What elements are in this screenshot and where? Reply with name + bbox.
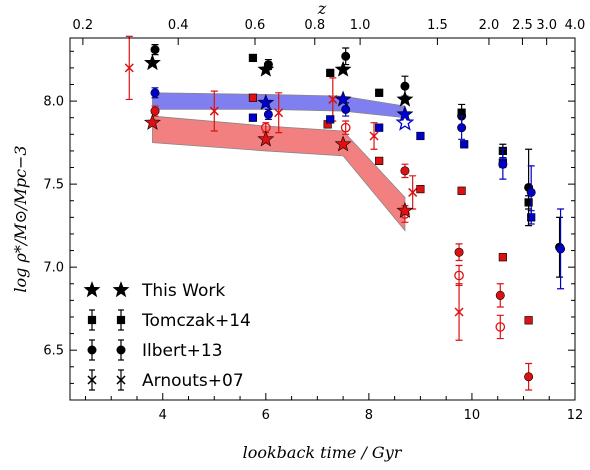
y-axis-label: log ρ*/M⊙/Mpc−3: [11, 145, 30, 292]
data-point-circle: [400, 166, 410, 176]
data-point-star: [143, 54, 161, 71]
top-tick-label: 3.0: [536, 18, 557, 33]
data-point-star: [257, 60, 275, 77]
data-point-square: [375, 123, 384, 132]
data-point-star: [395, 112, 415, 131]
legend-entry: Ilbert+13: [87, 339, 223, 361]
data-point-circle: [150, 45, 160, 55]
data-point-square: [248, 93, 258, 102]
legend-marker-star: [83, 281, 101, 298]
data-point-circle: [341, 51, 351, 61]
legend-label: Arnouts+07: [142, 371, 244, 391]
top-tick-label: 1.0: [350, 18, 371, 33]
data-point-circle: [498, 159, 508, 169]
data-point-square: [248, 113, 258, 122]
series-ilbert-13: [150, 44, 566, 391]
legend-marker-square: [116, 315, 126, 325]
data-point-circle: [150, 106, 160, 116]
legend-label: Ilbert+13: [142, 341, 223, 361]
y-tick-label: 7.0: [43, 261, 64, 276]
data-point-star: [257, 130, 275, 147]
data-point-star: [396, 90, 414, 107]
data-point-x: [124, 63, 134, 73]
data-point-star: [143, 113, 161, 130]
data-point-circle: [495, 290, 505, 300]
data-point-square: [375, 88, 384, 97]
data-points: [124, 35, 566, 391]
y-tick-label: 8.0: [43, 95, 64, 110]
top-x-axis-label: z: [317, 0, 327, 18]
legend-marker-x: [87, 375, 97, 385]
top-tick-label: 0.8: [304, 18, 325, 33]
data-point-circle: [454, 270, 464, 281]
data-point-square: [375, 156, 384, 165]
legend-label: Tomczak+14: [141, 311, 251, 331]
y-tick-label: 7.5: [43, 178, 64, 193]
legend-marker-star: [112, 281, 130, 298]
top-tick-label: 4.0: [565, 18, 586, 33]
legend-marker-circle: [87, 345, 97, 355]
x-axis-label: lookback time / Gyr: [243, 443, 403, 462]
x-tick-label: 12: [567, 408, 584, 423]
x-tick-label: 10: [464, 408, 481, 423]
legend-label: This Work: [141, 281, 225, 301]
data-point-circle: [400, 81, 410, 91]
x-tick-label: 6: [262, 408, 270, 423]
data-point-star: [334, 60, 352, 77]
legend-entry: Tomczak+14: [87, 309, 251, 331]
data-point-star: [396, 201, 414, 218]
x-tick-label: 8: [365, 408, 373, 423]
data-point-circle: [454, 247, 464, 257]
data-point-square: [524, 316, 533, 325]
data-point-x: [209, 106, 219, 116]
data-point-square: [498, 253, 507, 262]
data-point-circle: [150, 88, 160, 98]
data-point-x: [408, 187, 418, 197]
top-tick-label: 0.2: [73, 18, 94, 33]
legend: This Work Tomczak+14 Ilbert+13 Arnouts+07: [83, 281, 251, 391]
data-point-square: [326, 115, 335, 124]
data-point-square: [326, 68, 335, 77]
top-tick-label: 0.4: [168, 18, 189, 33]
error-bar: [496, 314, 504, 340]
data-point-square: [457, 186, 466, 195]
data-point-star: [334, 135, 352, 152]
data-point-x: [369, 131, 379, 141]
axis-ticks: 4 6 8 10 12 6.5 7.0 7.5 8.0 0.2 0.4 0.6 0.8 1.0 1.5 2.0…: [43, 18, 585, 423]
data-point-star: [257, 93, 275, 110]
data-point-circle: [263, 109, 273, 119]
data-point-square: [416, 185, 425, 194]
error-bar-line: [496, 314, 504, 340]
data-point-square: [416, 131, 425, 141]
legend-entry: This Work: [83, 281, 225, 301]
data-point-star: [334, 90, 352, 107]
series-this-work: [143, 54, 415, 218]
legend-marker-square: [87, 315, 97, 325]
y-tick-label: 6.5: [43, 344, 64, 359]
data-point-square: [248, 53, 258, 63]
data-point-circle: [495, 322, 506, 332]
data-point-circle: [341, 104, 351, 114]
top-tick-label: 2.0: [479, 18, 500, 33]
data-point-circle: [524, 372, 534, 382]
legend-marker-circle: [116, 345, 126, 355]
data-point-square: [460, 140, 469, 149]
top-tick-label: 1.5: [427, 18, 448, 33]
plot-frame: [69, 37, 576, 401]
top-tick-label: 2.5: [512, 18, 533, 33]
series-arnouts-07: [124, 35, 464, 341]
top-tick-label: 0.6: [245, 18, 266, 33]
x-tick-label: 4: [159, 408, 167, 423]
data-point-x: [454, 307, 464, 317]
legend-marker-x: [116, 375, 126, 385]
data-point-circle: [526, 187, 536, 197]
legend-entry: Arnouts+07: [87, 369, 244, 391]
data-point-circle: [556, 244, 566, 254]
data-point-circle: [340, 122, 351, 133]
data-point-circle: [457, 123, 467, 133]
data-point-x: [274, 108, 284, 118]
error-bar-line: [455, 264, 463, 287]
error-bar: [455, 264, 463, 287]
